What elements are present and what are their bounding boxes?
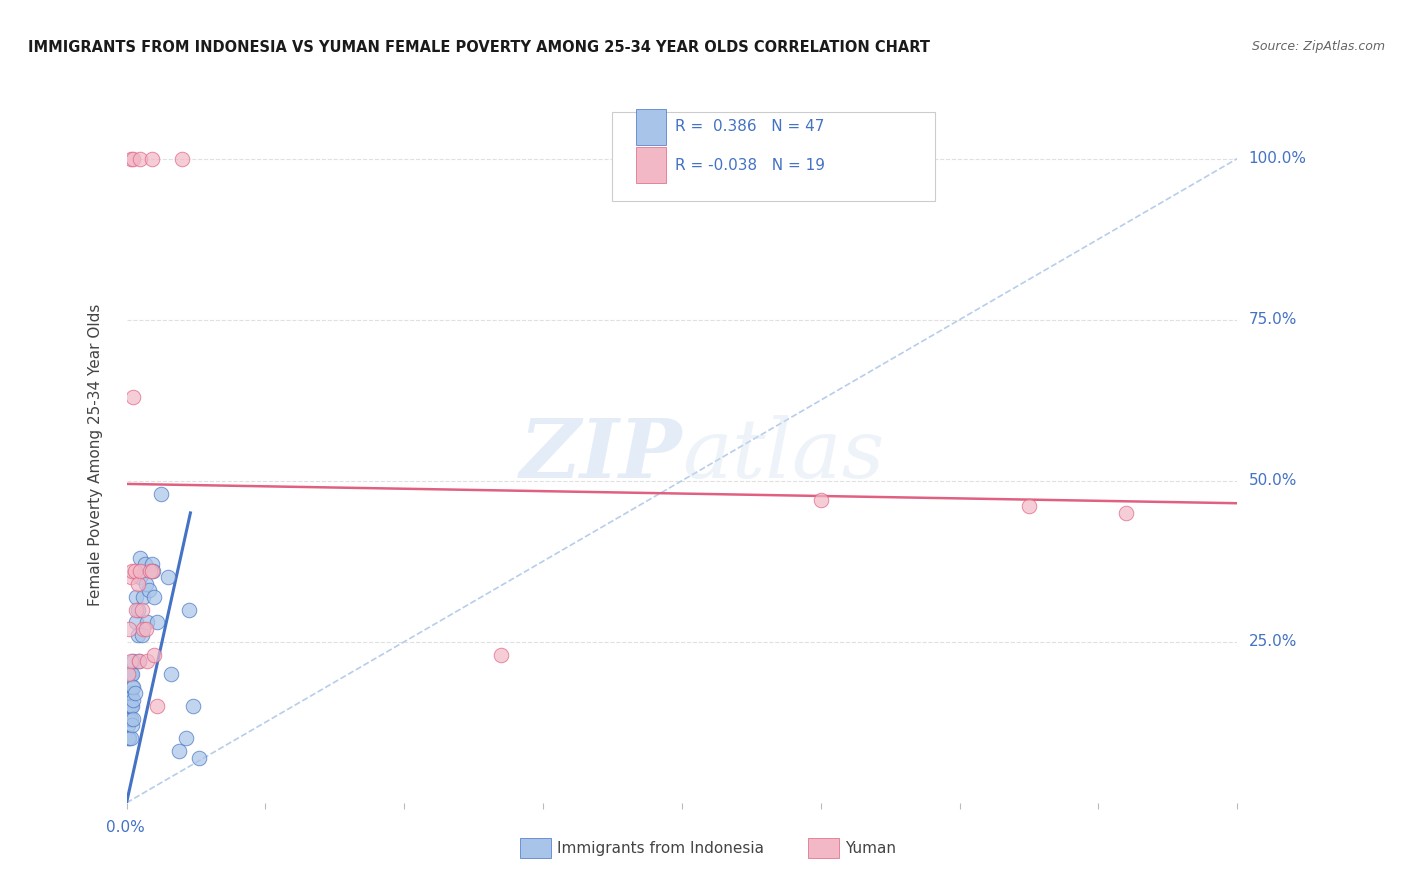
Point <box>121 718 143 732</box>
Point <box>122 692 145 706</box>
Point <box>122 680 145 694</box>
Point <box>118 686 141 700</box>
Point <box>136 654 159 668</box>
Point <box>160 667 183 681</box>
Point <box>125 602 148 616</box>
Point <box>139 564 162 578</box>
Point <box>117 699 139 714</box>
Point <box>120 731 142 746</box>
Text: 0.0%: 0.0% <box>105 821 145 835</box>
Point <box>120 667 142 681</box>
Point <box>138 583 160 598</box>
Point <box>187 750 209 764</box>
Point <box>136 615 159 630</box>
Text: Immigrants from Indonesia: Immigrants from Indonesia <box>557 841 763 855</box>
Text: IMMIGRANTS FROM INDONESIA VS YUMAN FEMALE POVERTY AMONG 25-34 YEAR OLDS CORRELAT: IMMIGRANTS FROM INDONESIA VS YUMAN FEMAL… <box>28 40 931 55</box>
Point <box>150 486 173 500</box>
Point <box>143 648 166 662</box>
Point <box>1018 500 1040 514</box>
Point <box>118 731 141 746</box>
Point <box>129 551 152 566</box>
Point <box>134 558 156 572</box>
Point <box>132 590 155 604</box>
Point <box>125 590 148 604</box>
Point <box>129 152 152 166</box>
Point <box>169 744 191 758</box>
Point <box>141 564 163 578</box>
Text: ZIP: ZIP <box>519 415 682 495</box>
Text: 50.0%: 50.0% <box>1249 473 1296 488</box>
Point <box>117 731 139 746</box>
Text: 25.0%: 25.0% <box>1249 634 1296 649</box>
Point <box>132 622 155 636</box>
Point <box>810 493 832 508</box>
Y-axis label: Female Poverty Among 25-34 Year Olds: Female Poverty Among 25-34 Year Olds <box>89 304 103 606</box>
Point <box>142 564 165 578</box>
Point <box>135 622 157 636</box>
Point <box>117 718 139 732</box>
Text: R =  0.386   N = 47: R = 0.386 N = 47 <box>675 120 824 134</box>
Point <box>128 654 150 668</box>
Point <box>157 570 180 584</box>
Point <box>121 564 143 578</box>
Point <box>118 667 141 681</box>
Point <box>120 654 142 668</box>
Point <box>120 570 142 584</box>
Point <box>135 576 157 591</box>
Point <box>125 615 148 630</box>
Text: Source: ZipAtlas.com: Source: ZipAtlas.com <box>1251 40 1385 54</box>
Point <box>120 152 142 166</box>
Point <box>131 602 153 616</box>
Point <box>131 628 153 642</box>
Point <box>129 564 152 578</box>
Point <box>118 622 141 636</box>
Text: 75.0%: 75.0% <box>1249 312 1296 327</box>
Text: atlas: atlas <box>682 415 884 495</box>
Point <box>127 576 149 591</box>
Point <box>172 152 194 166</box>
Point <box>118 699 141 714</box>
Point <box>124 686 146 700</box>
Point <box>143 590 166 604</box>
Point <box>177 602 200 616</box>
Point <box>491 648 513 662</box>
Point <box>124 564 146 578</box>
Point <box>146 699 169 714</box>
Point <box>121 699 143 714</box>
Text: Yuman: Yuman <box>845 841 896 855</box>
Point <box>121 667 143 681</box>
Point <box>127 602 149 616</box>
Point <box>127 628 149 642</box>
Text: R = -0.038   N = 19: R = -0.038 N = 19 <box>675 158 825 172</box>
Point <box>146 615 169 630</box>
Point <box>117 667 139 681</box>
Point <box>141 558 163 572</box>
Point <box>122 390 145 404</box>
Point <box>181 699 204 714</box>
Point <box>122 654 145 668</box>
Point <box>120 699 142 714</box>
Point <box>129 570 152 584</box>
Point <box>118 712 141 726</box>
Point <box>122 712 145 726</box>
Point <box>120 686 142 700</box>
Point <box>120 712 142 726</box>
Point <box>122 152 145 166</box>
Point <box>141 152 163 166</box>
Point <box>1115 506 1137 520</box>
Point <box>174 731 197 746</box>
Point <box>128 654 150 668</box>
Text: 100.0%: 100.0% <box>1249 151 1306 166</box>
Point <box>121 680 143 694</box>
